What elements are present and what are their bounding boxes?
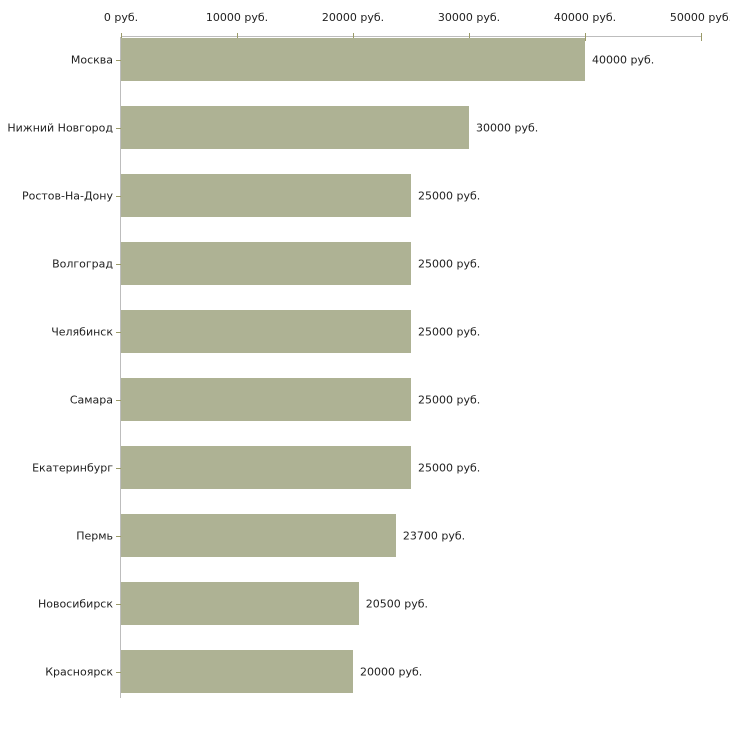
x-axis-tick-label: 0 руб. bbox=[103, 11, 139, 24]
x-axis-tick-50000 bbox=[701, 33, 702, 41]
x-axis-tick-label: 40000 руб. bbox=[553, 11, 617, 24]
y-axis-tick bbox=[116, 604, 121, 605]
y-axis-tick bbox=[116, 332, 121, 333]
category-label: Красноярск bbox=[45, 665, 113, 678]
y-axis-tick bbox=[116, 672, 121, 673]
bar-value-label: 25000 руб. bbox=[418, 393, 481, 406]
bar-value-label: 25000 руб. bbox=[418, 461, 481, 474]
category-label: Нижний Новгород bbox=[7, 121, 113, 134]
x-axis-tick-20000 bbox=[353, 33, 354, 41]
category-label: Ростов-На-Дону bbox=[21, 189, 113, 202]
bar-value-label: 25000 руб. bbox=[418, 189, 481, 202]
category-label: Волгоград bbox=[52, 257, 113, 270]
x-axis-tick-30000 bbox=[469, 33, 470, 41]
x-axis-tick-40000 bbox=[585, 33, 586, 41]
category-label: Пермь bbox=[76, 529, 113, 542]
y-axis-line bbox=[120, 37, 121, 698]
x-axis-tick-label: 20000 руб. bbox=[321, 11, 385, 24]
y-axis-tick bbox=[116, 264, 121, 265]
bar[interactable] bbox=[121, 242, 411, 285]
category-label: Новосибирск bbox=[37, 597, 113, 610]
bar[interactable] bbox=[121, 446, 411, 489]
bar-value-label: 20500 руб. bbox=[365, 597, 429, 610]
bar[interactable] bbox=[121, 106, 469, 149]
bar-value-label: 25000 руб. bbox=[418, 257, 481, 270]
y-axis-tick bbox=[116, 536, 121, 537]
x-axis-tick-0 bbox=[121, 33, 122, 41]
y-axis-tick bbox=[116, 400, 121, 401]
y-axis-tick bbox=[116, 468, 121, 469]
bar[interactable] bbox=[121, 38, 585, 81]
y-axis-tick bbox=[116, 196, 121, 197]
x-axis-tick-label: 10000 руб. bbox=[205, 11, 269, 24]
bar[interactable] bbox=[121, 174, 411, 217]
y-axis-tick bbox=[116, 60, 121, 61]
x-axis-tick-label: 50000 руб. bbox=[669, 11, 730, 24]
x-axis-tick-label: 30000 руб. bbox=[437, 11, 501, 24]
category-label: Москва bbox=[70, 53, 113, 66]
bar[interactable] bbox=[121, 650, 353, 693]
bar[interactable] bbox=[121, 378, 411, 421]
bar[interactable] bbox=[121, 514, 396, 557]
bar-value-label: 20000 руб. bbox=[360, 665, 423, 678]
bar-value-label: 30000 руб. bbox=[476, 121, 539, 134]
bar[interactable] bbox=[121, 582, 359, 625]
bar[interactable] bbox=[121, 310, 411, 353]
y-axis-tick bbox=[116, 128, 121, 129]
x-axis-tick-10000 bbox=[237, 33, 238, 41]
bar-value-label: 25000 руб. bbox=[418, 325, 481, 338]
category-label: Челябинск bbox=[51, 325, 113, 338]
bar-value-label: 40000 руб. bbox=[592, 53, 655, 66]
category-label: Самара bbox=[69, 393, 113, 406]
x-axis-line bbox=[121, 36, 701, 37]
bar-value-label: 23700 руб. bbox=[402, 529, 466, 542]
category-label: Екатеринбург bbox=[32, 461, 113, 474]
